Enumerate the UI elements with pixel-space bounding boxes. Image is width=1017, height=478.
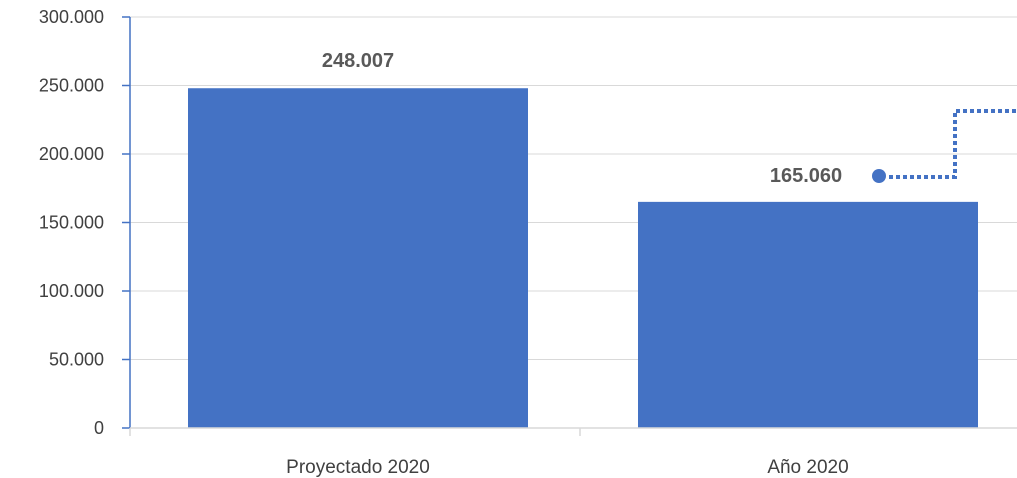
data-labels: 248.007 165.060 (322, 50, 842, 187)
y-tick-label: 150.000 (39, 213, 104, 233)
data-label: 165.060 (770, 165, 842, 187)
bars (188, 88, 978, 428)
y-tick-label: 0 (94, 418, 104, 438)
callout-dot (872, 169, 886, 183)
y-axis-tick-labels: 0 50.000 100.000 150.000 200.000 250.000 300.0… (39, 7, 104, 438)
y-tick-label: 200.000 (39, 144, 104, 164)
data-label: 248.007 (322, 50, 394, 72)
x-axis-category-labels: Proyectado 2020 Año 2020 (286, 457, 849, 478)
y-tick-label: 250.000 (39, 76, 104, 96)
x-category-label: Año 2020 (767, 457, 848, 478)
x-category-label: Proyectado 2020 (286, 457, 430, 478)
y-tick-label: 300.000 (39, 7, 104, 27)
callout-connector (872, 109, 1017, 183)
bar (638, 201, 978, 428)
y-tick-label: 100.000 (39, 281, 104, 301)
callout-line (889, 109, 1017, 179)
bar (188, 88, 528, 428)
axes (122, 16, 1017, 436)
y-tick-label: 50.000 (49, 350, 104, 370)
